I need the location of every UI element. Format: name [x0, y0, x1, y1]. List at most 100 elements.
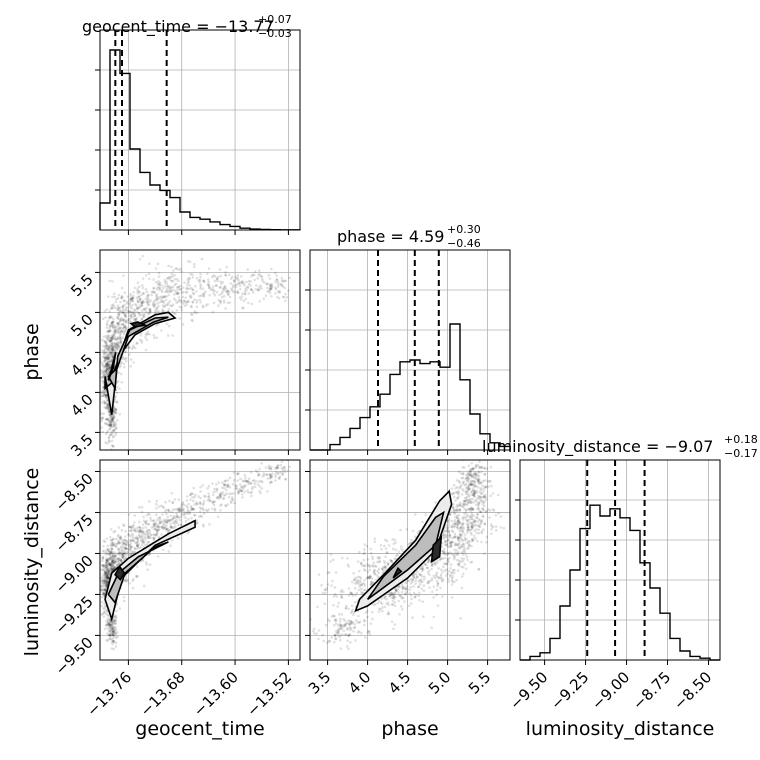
sample-point — [141, 254, 145, 258]
sample-point — [249, 288, 253, 292]
sample-point — [179, 288, 183, 291]
sample-point — [342, 617, 345, 621]
sample-point — [138, 299, 142, 302]
sample-point — [140, 317, 144, 321]
sample-point — [107, 549, 111, 553]
sample-point — [472, 489, 476, 492]
sample-point — [364, 569, 367, 572]
sample-point — [469, 468, 473, 471]
sample-point — [233, 290, 237, 294]
sample-point — [242, 282, 246, 285]
sample-point — [390, 603, 394, 606]
sample-point — [224, 488, 228, 492]
sample-point — [178, 305, 182, 309]
sample-point — [108, 624, 112, 628]
sample-point — [175, 291, 178, 294]
sample-point — [110, 416, 114, 419]
sample-point — [123, 291, 127, 294]
sample-point — [104, 575, 107, 579]
sample-point — [351, 621, 354, 625]
scatter-points — [100, 254, 292, 450]
sample-point — [142, 292, 145, 295]
sample-point — [249, 481, 253, 485]
sample-point — [469, 501, 473, 505]
sample-point — [456, 569, 460, 572]
sample-point — [360, 562, 363, 565]
sample-point — [389, 593, 393, 597]
sample-point — [154, 267, 158, 270]
sample-point — [103, 574, 107, 578]
sample-point — [112, 631, 116, 634]
sample-point — [461, 502, 465, 506]
sample-point — [222, 497, 226, 500]
sample-point — [268, 476, 272, 480]
sample-point — [466, 486, 470, 489]
sample-point — [116, 322, 120, 326]
sample-point — [436, 584, 439, 588]
sample-point — [102, 592, 106, 596]
sample-point — [173, 289, 177, 292]
sample-point — [387, 603, 391, 607]
sample-point — [105, 357, 109, 361]
sample-point — [280, 279, 284, 282]
sample-point — [147, 536, 150, 540]
sample-point — [207, 283, 210, 287]
sample-point — [394, 557, 398, 560]
sample-point — [479, 500, 483, 503]
sample-point — [129, 540, 132, 543]
sample-point — [117, 541, 121, 544]
sample-point — [275, 274, 278, 277]
sample-point — [334, 622, 338, 625]
sample-point — [121, 319, 125, 322]
sample-point — [136, 538, 140, 541]
sample-point — [109, 422, 112, 426]
sample-point — [110, 418, 113, 422]
sample-point — [468, 508, 471, 511]
sample-point — [363, 584, 367, 587]
sample-point — [139, 536, 142, 539]
sample-point — [108, 637, 111, 641]
sample-point — [122, 549, 126, 552]
sample-point — [407, 604, 411, 608]
sample-point — [109, 555, 112, 559]
sample-point — [334, 571, 338, 574]
sample-point — [179, 299, 182, 302]
sample-point — [417, 529, 421, 533]
sample-point — [476, 479, 480, 482]
sample-point — [122, 332, 126, 336]
sample-point — [165, 527, 168, 531]
sample-point — [216, 495, 220, 499]
sample-point — [480, 492, 484, 495]
sample-point — [494, 529, 498, 532]
sample-point — [112, 429, 115, 432]
sample-point — [171, 334, 174, 337]
sample-point — [109, 626, 113, 629]
sample-point — [366, 615, 369, 619]
sample-point — [108, 433, 112, 437]
sample-point — [276, 464, 280, 468]
sample-point — [106, 330, 109, 333]
sample-point — [334, 637, 338, 641]
sample-point — [423, 575, 426, 578]
sample-point — [155, 324, 158, 327]
sample-point — [135, 565, 139, 568]
sample-point — [159, 520, 163, 524]
sample-point — [450, 541, 454, 544]
sample-point — [144, 537, 148, 540]
sample-point — [106, 639, 110, 642]
sample-point — [172, 516, 176, 520]
sample-point — [101, 563, 104, 567]
sample-point — [119, 310, 122, 313]
sample-point — [188, 287, 191, 290]
title-luminosity-distance-main: luminosity_distance = −9.07 — [482, 437, 713, 457]
sample-point — [360, 583, 363, 587]
sample-point — [111, 321, 115, 324]
sample-point — [113, 551, 117, 554]
sample-point — [457, 495, 461, 498]
sample-point — [106, 423, 110, 427]
sample-point — [453, 519, 457, 522]
sample-point — [157, 297, 160, 300]
sample-point — [127, 532, 130, 536]
sample-point — [129, 358, 133, 361]
sample-point — [134, 541, 137, 544]
